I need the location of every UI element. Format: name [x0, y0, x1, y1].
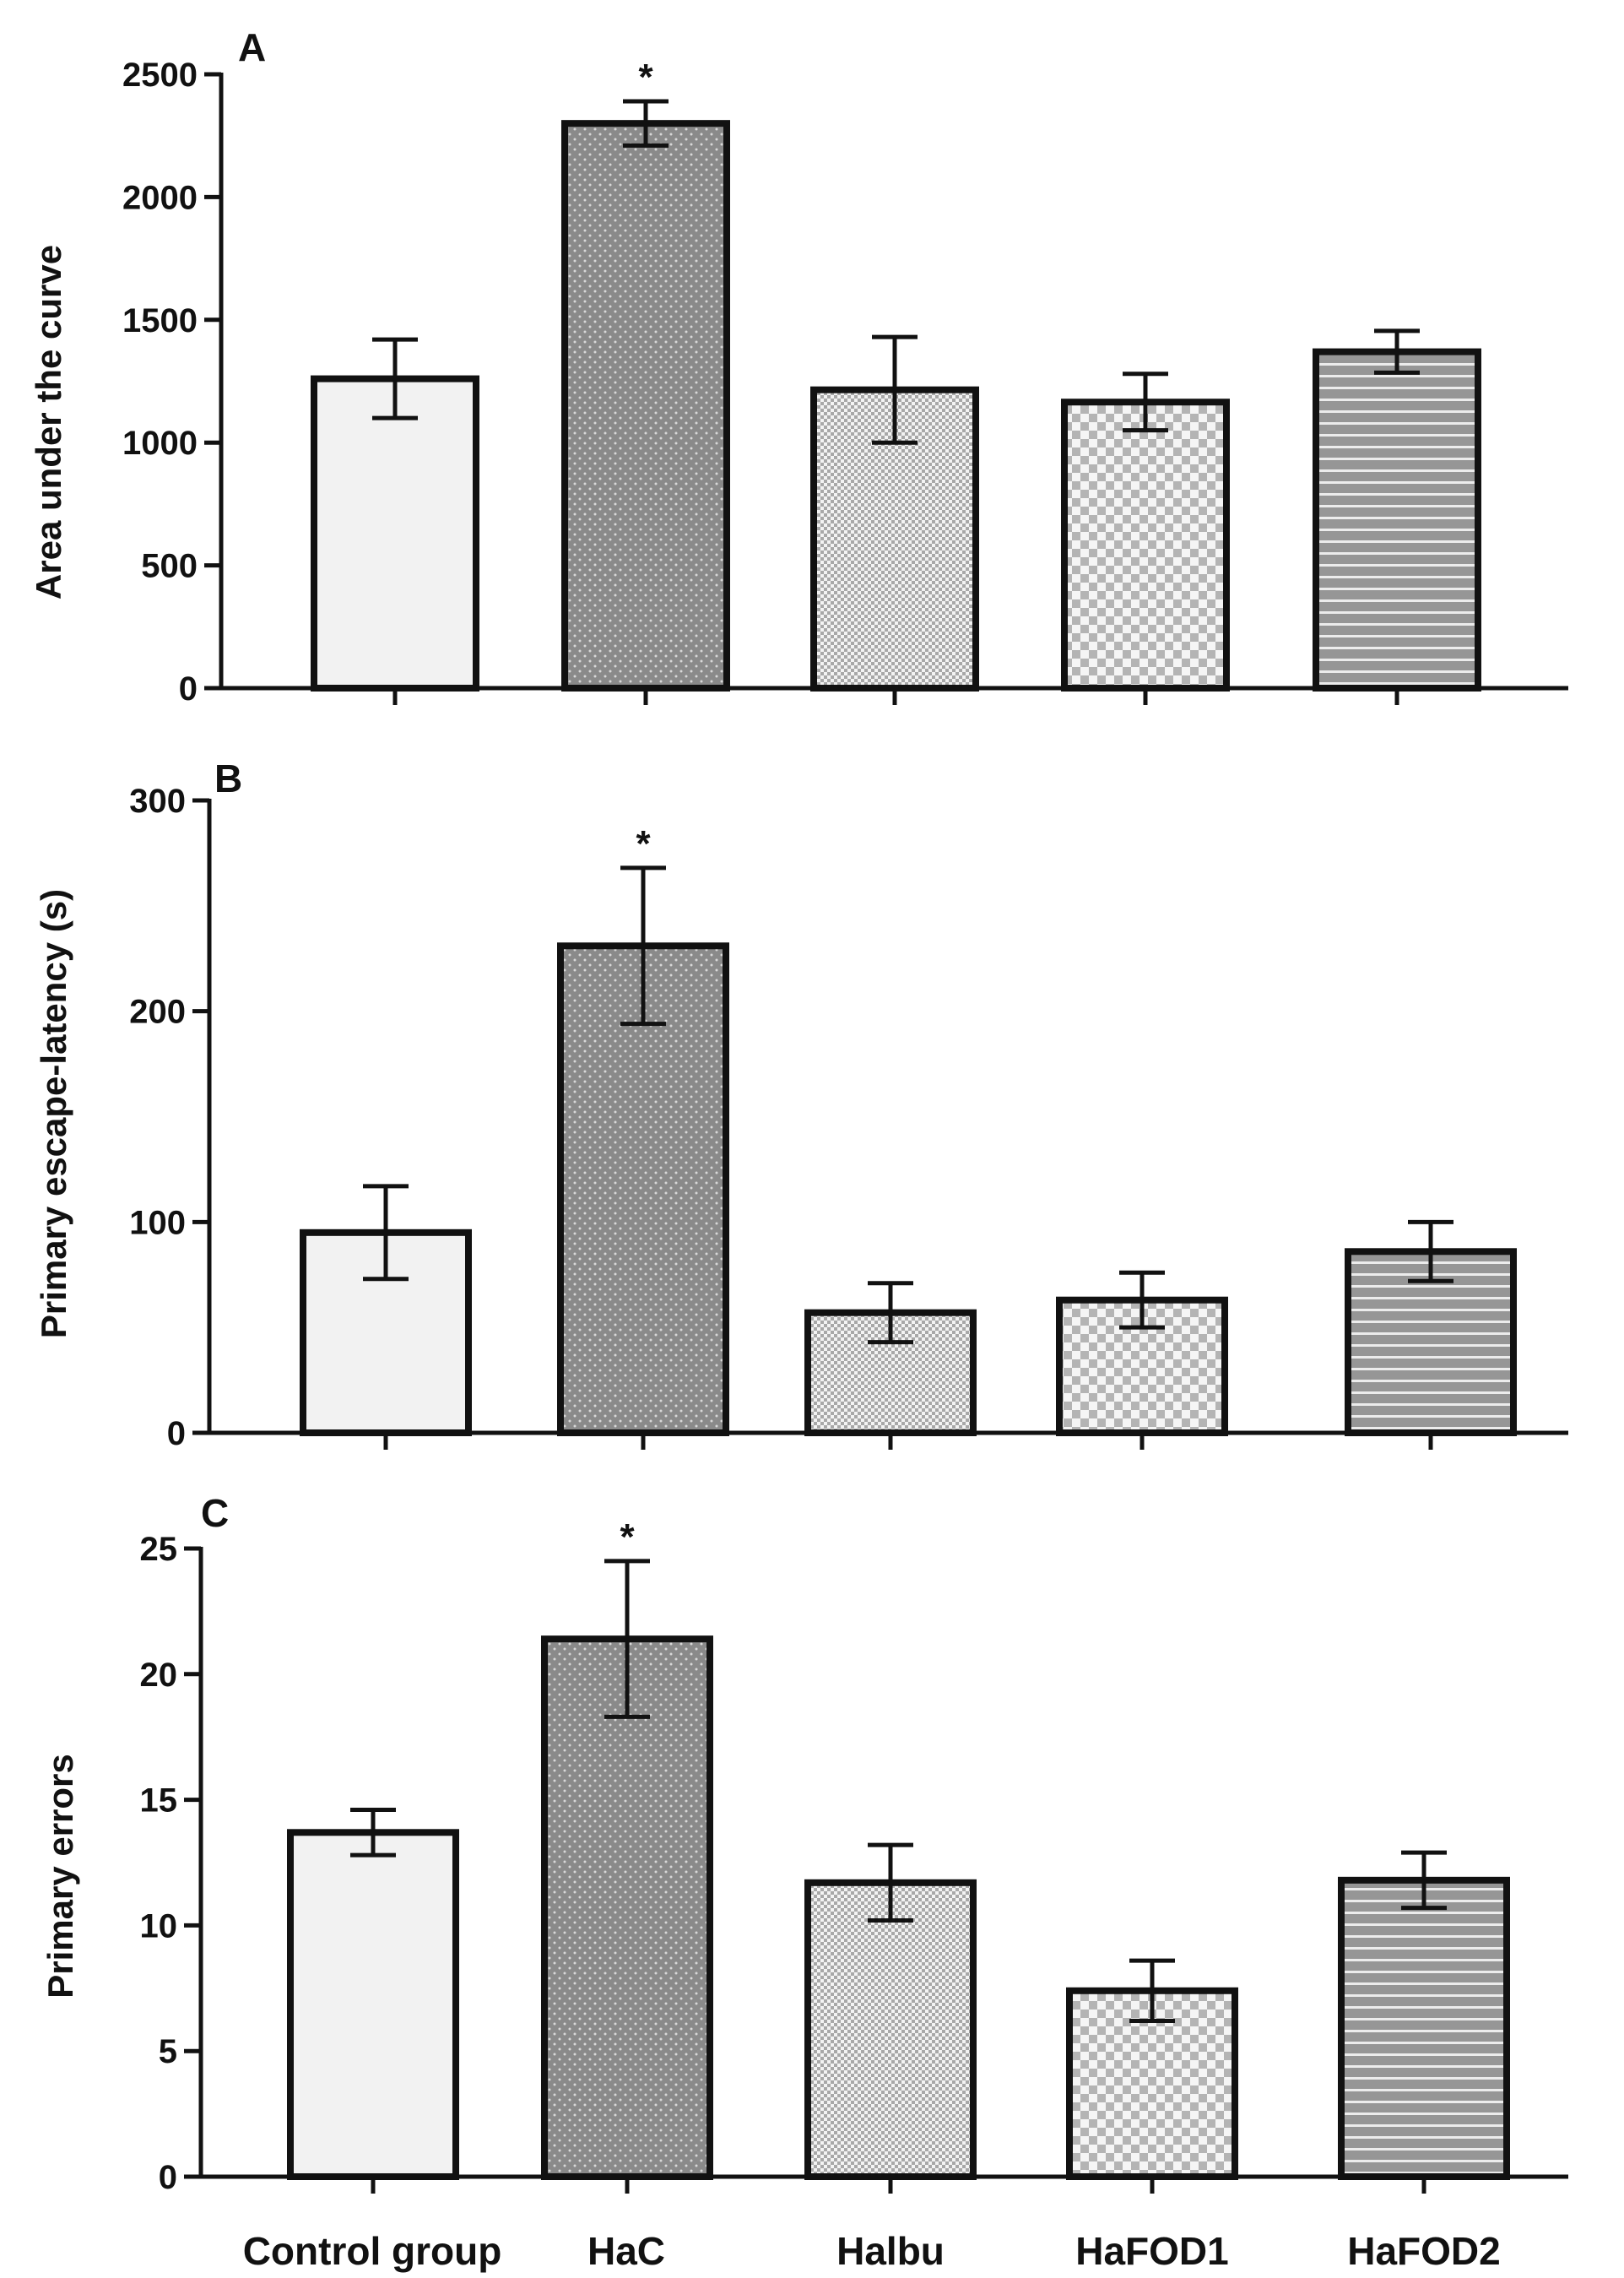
category-label-control-group: Control group	[243, 2229, 502, 2273]
panel-a-bar-control-group	[311, 375, 479, 692]
panel-c-y-axis-title: Primary errors	[41, 1754, 80, 1999]
panel-c-bar-hafod2	[1338, 1876, 1510, 2181]
panel-a-letter: A	[238, 25, 266, 69]
panel-a-y-axis-title: Area under the curve	[29, 245, 68, 599]
category-label-hafod1: HaFOD1	[1075, 2229, 1228, 2273]
panel-a-bar-hafod1	[1061, 399, 1230, 692]
panel-a-y-tick-label: 500	[141, 548, 198, 585]
panel-b: B Primary escape-latency (s) * 0 100 200 300	[34, 757, 1568, 1452]
panel-c-bar-control-group	[287, 1829, 459, 2181]
panel-c-y-tick-label: 25	[140, 1531, 178, 1568]
panel-b-y-axis-title: Primary escape-latency (s)	[34, 889, 73, 1338]
panel-a-y-tick-label: 1500	[122, 302, 198, 339]
panel-b-y-tick-label: 100	[129, 1204, 186, 1241]
panel-c: C Primary errors * 0 5 10 15 20 25	[41, 1491, 1568, 2196]
panel-a-y-tick-label: 1000	[122, 425, 198, 462]
category-label-hac: HaC	[587, 2229, 665, 2273]
panel-b-y-tick-label: 200	[129, 994, 186, 1031]
panel-a: A Area under the curve * 0 500 1000 1500 2000…	[29, 25, 1568, 708]
category-label-hafod2: HaFOD2	[1347, 2229, 1500, 2273]
panel-b-letter: B	[214, 757, 242, 800]
panel-c-y-tick-label: 15	[140, 1782, 178, 1820]
panel-c-y-tick-label: 20	[140, 1657, 178, 1694]
panel-b-significance-mark-hac: *	[636, 823, 651, 865]
panel-c-letter: C	[201, 1491, 229, 1535]
panel-a-significance-mark-hac: *	[638, 57, 653, 98]
panel-a-y-tick-label: 0	[179, 670, 198, 708]
panel-a-y-tick-label: 2000	[122, 179, 198, 216]
panel-b-bar-hac	[557, 942, 729, 1436]
panel-a-bar-hac	[561, 120, 730, 692]
category-label-halbu: Halbu	[836, 2229, 945, 2273]
panel-c-bar-halbu	[804, 1879, 977, 2181]
panel-a-y-tick-label: 2500	[122, 57, 198, 94]
category-labels: Control group HaC Halbu HaFOD1 HaFOD2	[243, 2229, 1501, 2273]
panel-c-y-tick-label: 5	[159, 2033, 177, 2070]
panel-b-y-tick-label: 300	[129, 783, 186, 820]
panel-c-bar-hac	[541, 1635, 713, 2180]
panel-c-significance-mark-hac: *	[620, 1516, 635, 1558]
panel-b-y-tick-label: 0	[167, 1415, 186, 1452]
panel-a-bar-hafod2	[1313, 348, 1481, 692]
panel-c-y-tick-label: 0	[159, 2159, 177, 2196]
panel-c-y-tick-label: 10	[140, 1907, 178, 1944]
